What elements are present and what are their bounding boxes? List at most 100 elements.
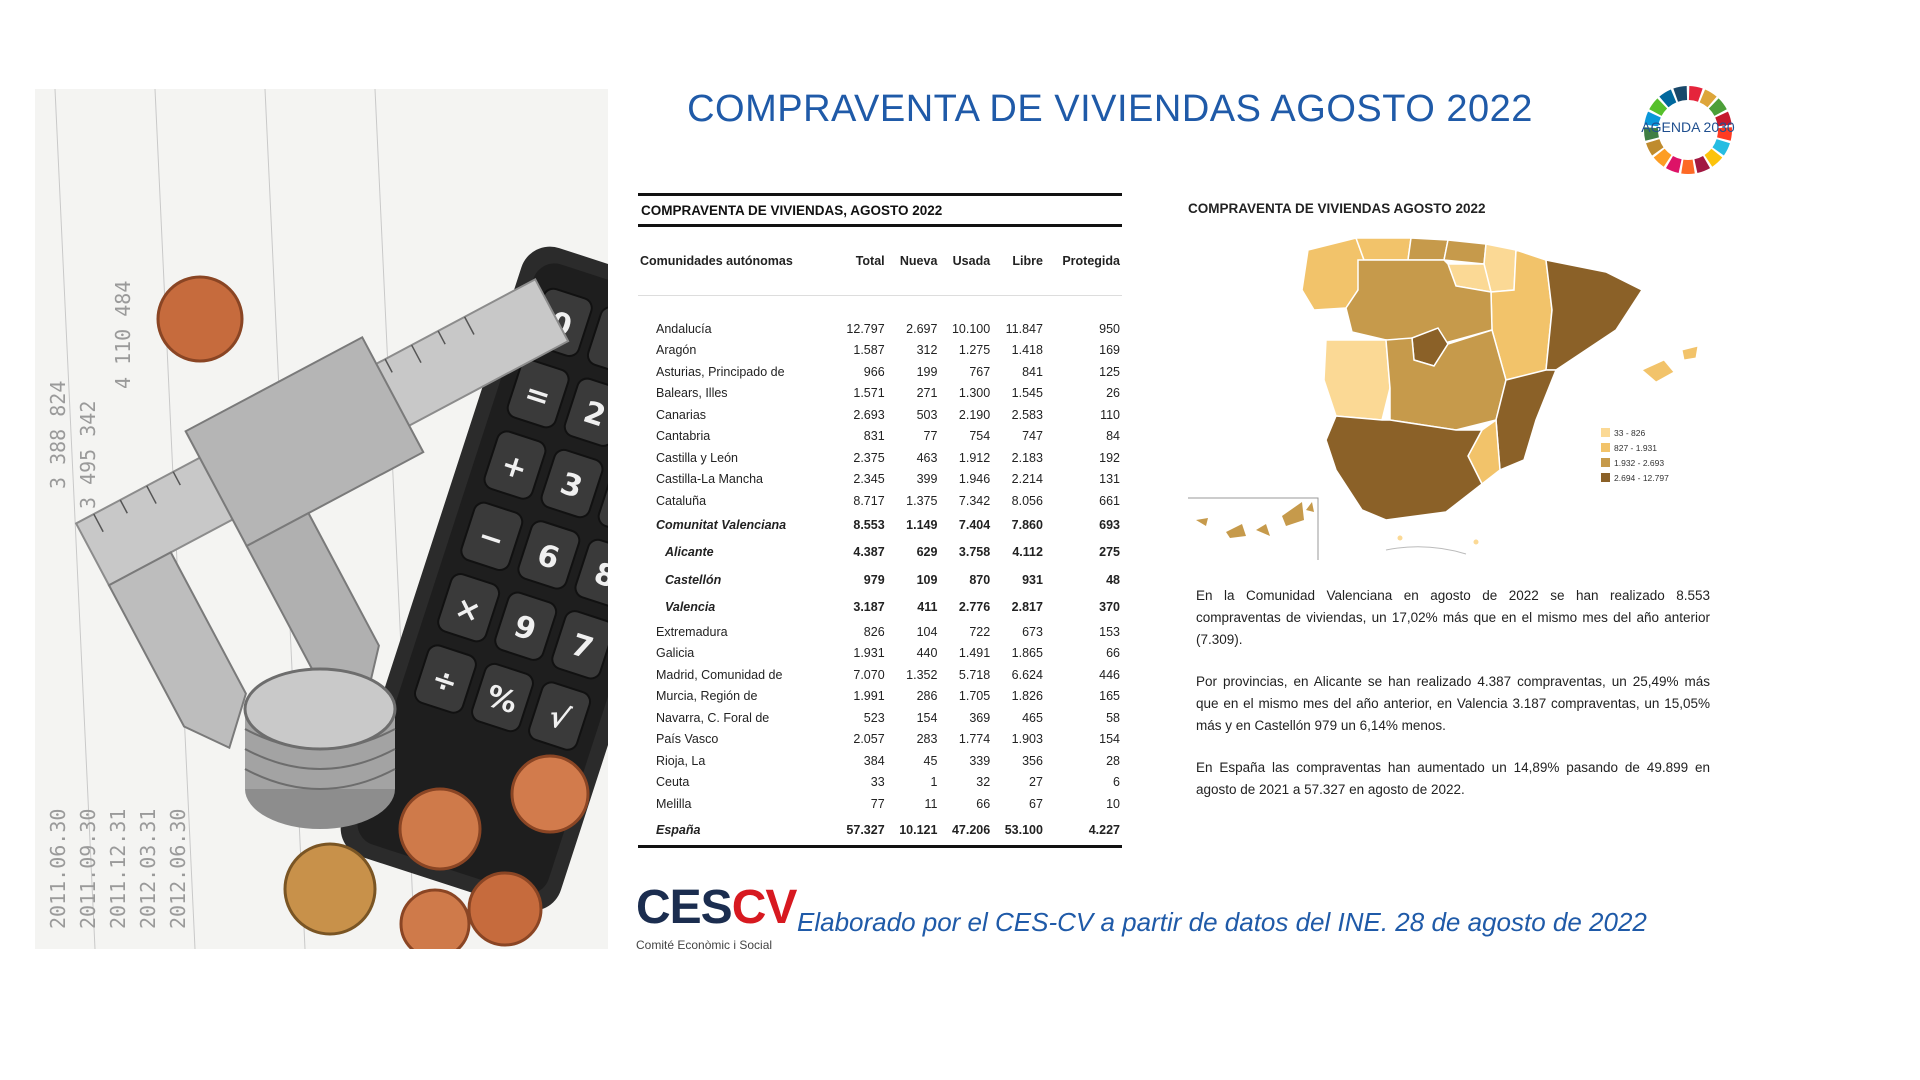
nueva-cell: 312: [916, 343, 938, 358]
region-ceuta: [1397, 535, 1403, 541]
header-total: Total: [855, 254, 885, 268]
nueva-cell: 629: [916, 545, 938, 560]
total-cell: 966: [863, 364, 885, 379]
protegida-cell: 165: [1099, 689, 1120, 704]
protegida-cell: 28: [1106, 753, 1120, 768]
nueva-cell: 1.352: [906, 667, 938, 682]
legend-swatch: [1601, 458, 1610, 467]
nueva-cell: 411: [917, 600, 938, 615]
source-note: Elaborado por el CES-CV a partir de dato…: [797, 907, 1647, 937]
protegida-cell: 84: [1106, 429, 1120, 444]
svg-text:2012.06.30: 2012.06.30: [166, 809, 190, 929]
protegida-cell: 4.227: [1044, 814, 1122, 848]
cescv-ces-text: CES: [636, 881, 733, 934]
protegida-cell: 26: [1106, 386, 1120, 401]
region-cell: Cataluña: [656, 493, 707, 508]
table-row: Asturias, Principado de 966 199 767 841 125: [638, 361, 1122, 383]
region-cell: Comunitat Valenciana: [656, 518, 787, 532]
agenda-ring-segment: [1717, 127, 1732, 141]
table-header-row: Comunidades autónomas Total Nueva Usada …: [638, 227, 1122, 296]
total-cell: 3.187: [853, 600, 885, 615]
libre-cell: 2.583: [1011, 407, 1043, 422]
usada-cell: 722: [969, 624, 991, 639]
region-baleares: [1641, 359, 1675, 383]
nueva-cell: 440: [916, 646, 938, 661]
svg-text:2011.06.30: 2011.06.30: [46, 809, 70, 929]
legend-label: 33 - 826: [1614, 427, 1646, 438]
protegida-cell: 48: [1106, 572, 1120, 587]
nueva-cell: 2.697: [906, 321, 938, 336]
legend-swatch: [1601, 428, 1610, 437]
region-cell: España: [638, 814, 834, 848]
nueva-cell: 10.121: [886, 814, 940, 848]
agenda-ring-segment: [1712, 139, 1730, 156]
region-cell: Murcia, Región de: [656, 689, 758, 704]
region-cell: Galicia: [656, 646, 695, 661]
usada-cell: 1.300: [958, 386, 991, 401]
finance-photo: 3 388 824 3 495 342 4 110 484 2011.06.30…: [35, 89, 608, 949]
table-row: Extremadura 826 104 722 673 153: [638, 621, 1122, 643]
paragraph-comunidad: En la Comunidad Valenciana en agosto de …: [1196, 588, 1710, 647]
cescv-wordmark: CESCV: [636, 881, 797, 934]
usada-cell: 66: [976, 796, 991, 811]
header-nueva: Nueva: [899, 254, 938, 268]
nueva-cell: 104: [916, 624, 938, 639]
region-pais-vasco: [1443, 239, 1487, 265]
usada-cell: 1.705: [958, 689, 991, 704]
data-table: Comunidades autónomas Total Nueva Usada …: [638, 227, 1122, 848]
canarias-inset-frame: [1188, 497, 1319, 560]
table-row: Navarra, C. Foral de 523 154 369 465 58: [638, 707, 1122, 729]
protegida-cell: 125: [1099, 364, 1120, 379]
total-cell: 384: [863, 753, 885, 768]
nueva-cell: 286: [916, 689, 938, 704]
total-cell: 4.387: [853, 545, 885, 560]
region-cell: Melilla: [656, 796, 692, 811]
nueva-cell: 109: [916, 572, 938, 587]
nueva-cell: 463: [916, 450, 938, 465]
cescv-cv-text: CV: [731, 881, 798, 934]
nueva-cell: 11: [924, 796, 938, 811]
usada-cell: 2.776: [958, 600, 991, 615]
legend-label: 2.694 - 12.797: [1614, 472, 1669, 483]
agenda-ring-segment: [1694, 155, 1711, 173]
libre-cell: 7.860: [1011, 518, 1043, 532]
protegida-cell: 661: [1099, 493, 1120, 508]
libre-cell: 1.545: [1011, 386, 1043, 401]
libre-cell: 11.847: [1005, 321, 1043, 336]
total-cell: 1.571: [853, 386, 885, 401]
table-row: Rioja, La 384 45 339 356 28: [638, 750, 1122, 772]
protegida-cell: 10: [1106, 796, 1120, 811]
table-row: Canarias 2.693 503 2.190 2.583 110: [638, 404, 1122, 426]
region-castilla-la-mancha: [1385, 329, 1507, 431]
region-cell: Aragón: [656, 343, 697, 358]
header-libre: Libre: [1012, 254, 1043, 268]
protegida-cell: 58: [1106, 710, 1120, 725]
table-row: Galicia 1.931 440 1.491 1.865 66: [638, 643, 1122, 665]
total-cell: 979: [863, 572, 885, 587]
page-title: COMPRAVENTA DE VIVIENDAS AGOSTO 2022: [687, 88, 1533, 130]
libre-cell: 53.100: [992, 814, 1045, 848]
nueva-cell: 1.375: [906, 493, 938, 508]
summary-text: En la Comunidad Valenciana en agosto de …: [1196, 585, 1710, 821]
region-canarias: [1196, 502, 1314, 538]
table-row: Madrid, Comunidad de 7.070 1.352 5.718 6.624…: [638, 664, 1122, 686]
usada-cell: 870: [969, 572, 991, 587]
usada-cell: 7.404: [958, 518, 991, 532]
svg-text:2011.12.31: 2011.12.31: [106, 809, 130, 929]
region-cell: Castilla-La Mancha: [656, 472, 763, 487]
agenda-ring-segment: [1665, 155, 1682, 173]
region-cell: Extremadura: [656, 624, 728, 639]
agenda-ring-segment: [1644, 111, 1661, 127]
protegida-cell: 66: [1106, 646, 1120, 661]
total-cell: 2.345: [853, 472, 885, 487]
usada-cell: 754: [969, 429, 991, 444]
legend-swatch: [1601, 473, 1610, 482]
libre-cell: 2.183: [1011, 450, 1043, 465]
paragraph-espana: En España las compraventas han aumentado…: [1196, 760, 1710, 797]
total-cell: 8.717: [853, 493, 885, 508]
libre-cell: 8.056: [1011, 493, 1043, 508]
libre-cell: 67: [1029, 796, 1043, 811]
agenda-ring-segment: [1708, 98, 1727, 116]
svg-text:2012.03.31: 2012.03.31: [136, 809, 160, 929]
cescv-logo: CESCV Comité Econòmic i Social: [636, 881, 797, 953]
